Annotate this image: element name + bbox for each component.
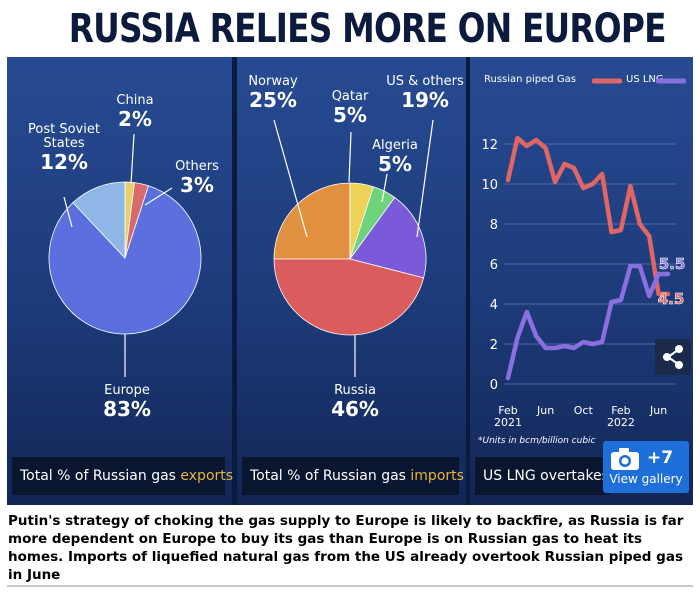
end-label-piped: 4.5 (658, 290, 685, 308)
slice-pct: 5% (378, 152, 412, 176)
leader-others (144, 187, 173, 206)
caption-prefix: Total % of Russian gas (20, 468, 181, 484)
slice-pct: 46% (331, 397, 379, 421)
y-tick-label: 6 (490, 258, 498, 273)
series-line-us-lng (505, 263, 671, 381)
view-gallery-button[interactable]: +7 View gallery (603, 441, 689, 493)
imports-caption: Total % of Russian gas imports (242, 457, 464, 495)
camera-icon (611, 448, 639, 470)
label-post-soviet: Post Soviet States 12% (19, 122, 109, 174)
y-tick-label: 0 (490, 378, 498, 393)
pie-slice-russia (273, 258, 425, 336)
pie-slice-europe (48, 185, 202, 335)
slice-name: Others (175, 159, 219, 174)
leader-post-soviet (63, 196, 73, 228)
label-norway: Norway 25% (245, 74, 301, 112)
label-us-others: US & others 19% (385, 74, 465, 112)
slice-pct: 5% (333, 103, 367, 127)
slice-name: US & others (386, 74, 464, 89)
legend-lng: US LNG (626, 74, 664, 85)
slice-pct: 25% (249, 88, 297, 112)
legend-piped-swatch (592, 78, 622, 84)
leader-qatar (348, 131, 352, 183)
slice-name: China (116, 93, 154, 108)
end-label-lng: 5.5 (659, 255, 686, 273)
pie-slice-us-others (349, 196, 427, 279)
share-button[interactable] (655, 339, 691, 375)
units-note: *Units in bcm/billion cubic (478, 436, 596, 446)
slice-pct: 3% (180, 173, 214, 197)
leader-norway (273, 119, 308, 238)
divider (7, 585, 693, 587)
label-algeria: Algeria 5% (365, 138, 425, 176)
article-caption: Putin's strategy of choking the gas supp… (8, 513, 684, 583)
pie-slice-norway (273, 182, 351, 260)
label-china: China 2% (107, 93, 163, 131)
y-tick-label: 2 (490, 338, 498, 353)
leader-china (130, 133, 135, 185)
share-icon (663, 345, 683, 369)
legend-piped: Russian piped Gas (484, 74, 576, 85)
x-tick-label: 2022 (607, 416, 635, 429)
slice-name: Qatar (331, 89, 369, 104)
x-tick-label: Oct (574, 404, 594, 417)
slice-name: Norway (248, 74, 298, 89)
imports-panel: Norway 25% Qatar 5% US & others 19% Alge… (237, 57, 466, 505)
leader-algeria (381, 173, 388, 203)
slice-name: Russia (334, 383, 376, 398)
slice-name: Post Soviet States (28, 122, 100, 151)
x-tick-label: 2021 (494, 416, 522, 429)
label-qatar: Qatar 5% (325, 89, 375, 127)
infographic: RUSSIA RELIES MORE ON EUROPE Post Soviet… (7, 0, 693, 505)
label-others: Others 3% (172, 159, 222, 197)
slice-pct: 19% (401, 88, 449, 112)
exports-caption: Total % of Russian gas exports (12, 457, 233, 495)
slice-pct: 12% (40, 150, 88, 174)
headline-banner: RUSSIA RELIES MORE ON EUROPE (7, 0, 693, 57)
y-tick-label: 4 (490, 298, 498, 313)
exports-pie-chart (48, 133, 202, 377)
slice-pct: 83% (103, 397, 151, 421)
x-tick-label: Feb (611, 404, 630, 417)
slice-name: Algeria (372, 138, 418, 153)
gallery-label: View gallery (609, 472, 683, 486)
caption-highlight: imports (410, 468, 464, 484)
caption-prefix: Total % of Russian gas (250, 468, 411, 484)
slice-pct: 2% (118, 107, 152, 131)
y-tick-label: 10 (481, 178, 498, 193)
x-tick-label: Feb (498, 404, 517, 417)
headline: RUSSIA RELIES MORE ON EUROPE (68, 6, 667, 52)
exports-panel: Post Soviet States 12% China 2% Others 3… (7, 57, 233, 505)
gallery-count: +7 (647, 448, 674, 468)
y-tick-label: 12 (481, 138, 498, 153)
lng-panel: 0 2 4 6 8 10 12 Feb 2021 Jun Oct Feb 2022 Jun 4.5 5.5 R… (470, 57, 693, 505)
pie-slice-post-soviet-states (72, 181, 126, 260)
imports-pie-chart (273, 119, 434, 377)
label-europe: Europe 83% (95, 383, 159, 421)
x-tick-label: Jun (649, 404, 667, 417)
series-line-piped-gas (505, 135, 671, 297)
leader-us-others (416, 119, 434, 238)
slice-name: Europe (104, 383, 150, 398)
caption-highlight: exports (180, 468, 234, 484)
y-tick-label: 8 (490, 218, 498, 233)
x-tick-label: Jun (536, 404, 554, 417)
lng-caption: US LNG overtakes (475, 457, 611, 495)
legend-lng-swatch (656, 78, 686, 84)
label-russia: Russia 46% (323, 383, 387, 421)
